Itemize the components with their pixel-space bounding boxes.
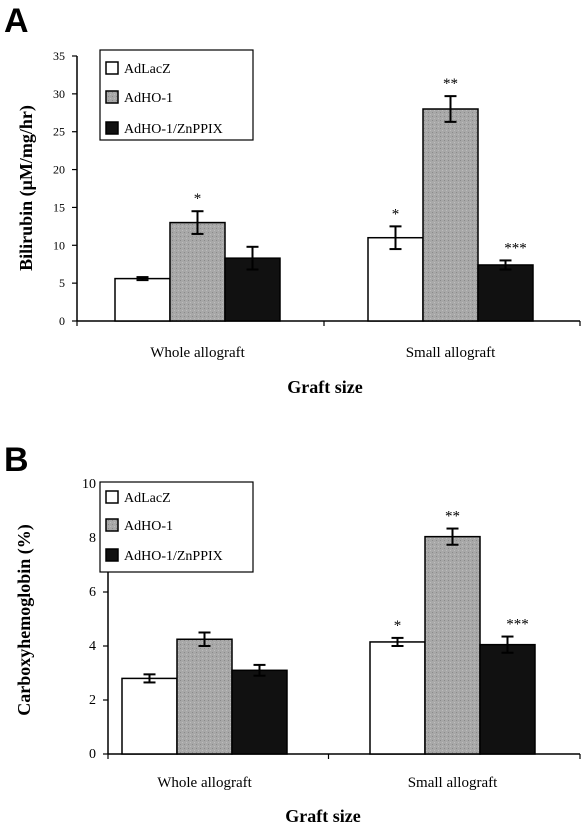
panel-b-bar	[231, 669, 288, 755]
panel-a-y-tick-label: 15	[53, 200, 65, 214]
panel-b-legend-label: AdLacZ	[124, 491, 171, 506]
panel-a-x-axis-title: Graft size	[287, 377, 362, 397]
panel-b-y-tick-label: 6	[89, 585, 96, 600]
panel-b-legend-swatch	[105, 548, 119, 562]
panel-b-bar	[424, 535, 481, 755]
panel-a-y-tick-label: 30	[53, 87, 65, 101]
panel-a-bar	[169, 221, 226, 322]
panel-a-y-tick-label: 0	[59, 314, 65, 328]
panel-a-bar	[422, 108, 479, 322]
panel-b-y-tick-label: 4	[89, 639, 96, 654]
panel-b-legend-swatch	[105, 490, 119, 504]
panel-b-y-tick-label: 2	[89, 693, 96, 708]
panel-b-significance-marker: *	[394, 618, 402, 634]
panel-b-legend-swatch	[105, 518, 119, 532]
panel-a-significance-marker: ***	[504, 240, 527, 256]
panel-b-significance-marker: ***	[506, 617, 529, 633]
panel-b-bar	[176, 638, 233, 755]
panel-b-bar	[121, 677, 178, 755]
panel-b-y-tick-label: 0	[89, 747, 96, 762]
panel-a-legend-label: AdHO-1/ZnPPIX	[124, 122, 223, 137]
panel-b-category-label: Small allograft	[408, 775, 498, 791]
panel-a-letter: A	[4, 2, 29, 40]
panel-b-y-tick-label: 10	[82, 477, 96, 492]
panel-a-legend-swatch	[105, 121, 119, 135]
panel-a-category-label: Small allograft	[406, 345, 496, 361]
panel-b-bar	[479, 643, 536, 755]
panel-a-y-tick-label: 10	[53, 238, 65, 252]
panel-a-y-tick-label: 35	[53, 49, 65, 63]
panel-a-legend-label: AdHO-1	[124, 91, 173, 106]
panel-b-legend	[99, 481, 254, 573]
panel-b-y-tick-label: 8	[89, 531, 96, 546]
panel-a-significance-marker: **	[443, 76, 458, 92]
panel-b-bar	[369, 641, 426, 755]
panel-a-legend-swatch	[105, 90, 119, 104]
panel-b-legend-label: AdHO-1	[124, 519, 173, 534]
panel-a-legend-label: AdLacZ	[124, 62, 171, 77]
panel-a-legend	[99, 49, 254, 141]
panel-a-bar	[114, 277, 171, 322]
panel-b-letter: B	[4, 441, 29, 479]
panel-a-bar	[477, 264, 534, 322]
panel-a-legend-swatch	[105, 61, 119, 75]
panel-a-y-tick-label: 25	[53, 125, 65, 139]
panel-b-category-label: Whole allograft	[157, 775, 252, 791]
panel-a-y-tick-label: 20	[53, 163, 65, 177]
panel-b-y-axis-title: Carboxyhemoglobin (%)	[14, 524, 35, 716]
panel-a-y-axis-title: Bilirubin (μM/mg/hr)	[16, 105, 37, 271]
panel-b-significance-marker: **	[445, 509, 460, 525]
panel-a-significance-marker: *	[194, 191, 202, 207]
panel-a-category-label: Whole allograft	[150, 345, 245, 361]
panel-a-bar	[367, 236, 424, 322]
panel-b-legend-label: AdHO-1/ZnPPIX	[124, 549, 223, 564]
panel-a-y-tick-label: 5	[59, 276, 65, 290]
panel-b-x-axis-title: Graft size	[285, 806, 360, 826]
panel-a-significance-marker: *	[392, 206, 400, 222]
